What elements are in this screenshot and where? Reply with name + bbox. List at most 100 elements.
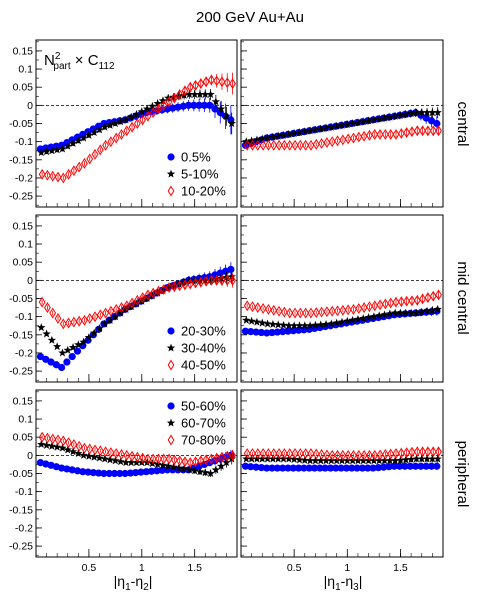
ylabel-csub: 112: [99, 61, 115, 72]
data-point-star: [428, 108, 437, 117]
data-point-star: [247, 136, 256, 145]
legend-marker: [166, 418, 176, 427]
data-point-circle: [206, 101, 214, 109]
data-point-star: [406, 109, 416, 118]
data-point-diamond: [44, 169, 51, 181]
data-point-circle: [63, 358, 71, 366]
data-point-star: [58, 144, 67, 153]
data-point-diamond: [291, 448, 299, 459]
data-point-star: [105, 120, 115, 129]
data-point-diamond: [75, 440, 83, 452]
data-point-star: [127, 458, 136, 467]
data-point-diamond: [307, 448, 315, 459]
y-tick-label: 0.05: [13, 82, 34, 94]
x-tick-label: 0.5: [82, 562, 97, 574]
data-point-star: [252, 454, 262, 463]
data-point-star: [211, 465, 221, 474]
data-point-diamond: [328, 305, 336, 317]
y-tick-label: -0.1: [15, 136, 33, 148]
x-axis-label-left-bsub: 2: [143, 582, 149, 593]
y-tick-label: 0.1: [18, 239, 33, 251]
data-point-circle: [257, 464, 266, 472]
data-point-diamond: [155, 285, 162, 297]
y-tick-label: -0.15: [9, 504, 33, 516]
data-point-star: [95, 324, 104, 333]
data-point-diamond: [376, 128, 384, 140]
data-point-diamond: [270, 448, 278, 459]
data-point-circle: [121, 469, 129, 478]
data-point-star: [116, 308, 125, 317]
data-point-star: [63, 445, 72, 454]
data-point-star: [190, 90, 199, 99]
legend-marker: [167, 327, 175, 335]
data-point-star: [227, 119, 236, 128]
data-point-diamond: [302, 139, 310, 151]
y-tick-label: -0.2: [15, 172, 33, 184]
data-point-diamond: [160, 453, 168, 465]
data-point-star: [396, 308, 405, 317]
data-point-star: [158, 285, 168, 294]
data-point-circle: [52, 361, 60, 369]
data-point-star: [195, 467, 205, 476]
data-point-diamond: [218, 274, 226, 286]
data-point-diamond: [54, 434, 62, 446]
data-point-circle: [63, 465, 71, 473]
data-point-star: [258, 318, 267, 327]
data-point-diamond: [254, 302, 262, 314]
y-tick-label: 0.1: [18, 64, 33, 76]
data-point-star: [111, 312, 120, 321]
data-point-star: [206, 469, 215, 478]
panel-frame-r2-c1: [240, 389, 444, 558]
data-point-diamond: [107, 447, 115, 459]
data-point-star: [153, 288, 162, 297]
data-point-circle: [401, 462, 409, 470]
data-point-diamond: [360, 449, 368, 461]
y-tick-label: -0.1: [15, 311, 33, 323]
data-point-diamond: [249, 448, 256, 459]
data-point-circle: [364, 464, 372, 472]
data-point-star: [353, 314, 363, 323]
data-point-diamond: [139, 114, 147, 126]
data-point-circle: [300, 464, 308, 472]
data-point-star: [406, 308, 416, 317]
data-point-star: [406, 455, 416, 463]
data-point-circle: [369, 464, 377, 472]
data-point-diamond: [75, 161, 83, 173]
data-point-circle: [337, 464, 345, 472]
data-point-star: [90, 452, 99, 461]
legend-marker: [166, 343, 176, 352]
data-point-diamond: [218, 451, 226, 463]
data-point-diamond: [112, 303, 120, 315]
data-point-diamond: [408, 446, 416, 458]
data-point-star: [116, 117, 125, 126]
data-point-star: [74, 449, 83, 458]
data-point-star: [305, 321, 315, 330]
data-point-star: [148, 101, 157, 110]
data-point-diamond: [403, 295, 411, 307]
data-point-star: [332, 318, 341, 327]
data-point-star: [337, 120, 347, 129]
data-point-star: [375, 456, 384, 465]
data-point-star: [369, 115, 379, 124]
data-point-star: [417, 307, 426, 316]
data-point-diamond: [181, 85, 189, 97]
data-point-diamond: [408, 295, 416, 307]
data-point-star: [169, 281, 178, 290]
data-point-star: [337, 317, 347, 326]
y-tick-label: 0.15: [13, 395, 34, 407]
data-point-star: [364, 456, 373, 465]
data-point-diamond: [197, 78, 205, 90]
data-point-diamond: [307, 139, 315, 151]
data-point-star: [116, 457, 125, 466]
data-point-diamond: [192, 456, 199, 468]
data-point-star: [268, 132, 278, 141]
data-layer: [36, 72, 442, 478]
data-point-circle: [374, 464, 382, 472]
data-point-star: [311, 125, 320, 134]
data-point-diamond: [170, 454, 178, 466]
data-point-diamond: [208, 274, 215, 286]
data-point-diamond: [328, 449, 336, 461]
data-point-star: [37, 148, 46, 157]
data-point-diamond: [181, 456, 189, 468]
